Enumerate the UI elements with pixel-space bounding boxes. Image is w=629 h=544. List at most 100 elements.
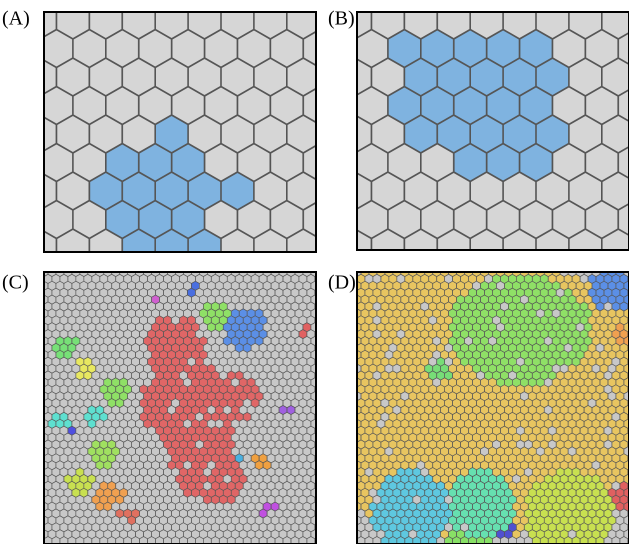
cell [568, 12, 602, 40]
cell [44, 12, 57, 37]
cell [56, 12, 90, 40]
panel-d-cells [357, 272, 629, 544]
cell [319, 475, 327, 484]
cell [601, 57, 629, 97]
cell [437, 114, 471, 154]
cell [122, 228, 156, 252]
panel-b-cells [357, 12, 629, 250]
cell [56, 228, 90, 252]
cell [470, 114, 504, 154]
cell [270, 29, 304, 68]
cell [453, 143, 487, 182]
cell [319, 447, 327, 456]
panel-c-cells [44, 272, 327, 544]
cell [453, 200, 487, 239]
cell [204, 86, 238, 125]
cell [220, 57, 255, 97]
cell [319, 350, 327, 359]
cell [470, 228, 504, 250]
cell [319, 378, 327, 387]
cell [601, 171, 629, 211]
cell [303, 202, 316, 237]
cell [44, 174, 57, 208]
cell [420, 86, 454, 125]
cell [286, 228, 316, 252]
cell [187, 228, 222, 252]
cell [404, 12, 438, 40]
cell [371, 228, 405, 250]
cell [486, 143, 520, 182]
cell [357, 115, 372, 153]
cell [437, 228, 471, 250]
cell [357, 229, 372, 250]
panel-label: (C) [2, 272, 29, 294]
cell [303, 31, 316, 66]
cell [286, 12, 316, 40]
cell [585, 143, 619, 182]
cell [535, 114, 570, 154]
cell [72, 29, 106, 68]
cell [568, 228, 602, 250]
cell [585, 29, 619, 68]
panel-frame [43, 271, 317, 544]
cell [357, 12, 372, 39]
cell [601, 12, 629, 40]
cell [320, 115, 352, 152]
cell [122, 114, 156, 154]
cell [319, 419, 327, 428]
cell [519, 29, 553, 68]
cell [155, 114, 189, 154]
cell [319, 461, 327, 470]
cell [618, 146, 629, 179]
cell [535, 228, 570, 250]
cell [44, 60, 57, 94]
cell [44, 200, 74, 239]
cell [420, 29, 454, 68]
cell [568, 114, 602, 154]
cell [171, 86, 205, 125]
cell [502, 57, 537, 97]
cell [270, 200, 304, 239]
cell [470, 12, 504, 40]
cell [371, 114, 405, 154]
cell [155, 171, 189, 211]
panel-label: (B) [328, 8, 355, 30]
cell [319, 281, 327, 290]
cell [319, 323, 327, 332]
cell [601, 228, 629, 250]
cell [320, 58, 352, 95]
cell [220, 171, 255, 211]
cell [138, 143, 172, 182]
panel-frame [356, 271, 629, 544]
cell [552, 143, 586, 182]
cell [237, 29, 271, 68]
cell [486, 29, 520, 68]
cell [618, 203, 629, 236]
panel-frame [356, 11, 629, 251]
cell [105, 86, 139, 125]
cell [138, 29, 172, 68]
cell [187, 12, 222, 40]
cell [105, 200, 139, 239]
cell [320, 172, 352, 209]
cell [56, 171, 90, 211]
cell [105, 143, 139, 182]
cell [286, 114, 316, 154]
cell [171, 29, 205, 68]
cell [552, 200, 586, 239]
cell [404, 171, 438, 211]
cell [319, 392, 327, 401]
cell [286, 171, 316, 211]
cell [204, 200, 238, 239]
cell [470, 171, 504, 211]
cell [371, 12, 405, 40]
cell [357, 29, 389, 68]
cell [72, 86, 106, 125]
cell [187, 57, 222, 97]
cell [44, 117, 57, 151]
cell [155, 12, 189, 40]
cell [253, 171, 287, 211]
cell [220, 228, 255, 252]
cell [253, 12, 287, 40]
cell [44, 86, 74, 125]
